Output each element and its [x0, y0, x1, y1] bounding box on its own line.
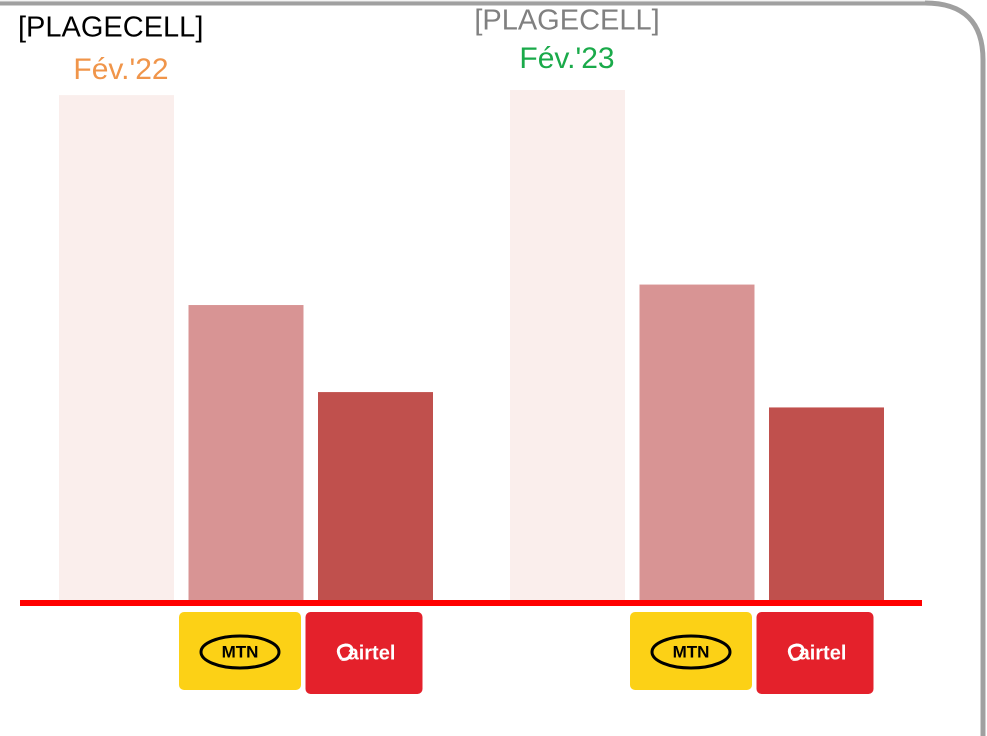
airtel-icon [336, 643, 354, 661]
mtn-logo [179, 612, 301, 690]
group-subtitle: Fév.'22 [73, 53, 168, 86]
x-tick-label: airtel [799, 642, 847, 664]
group-subtitle: Fév.'23 [519, 42, 614, 75]
x-tick-label: MTN [222, 642, 259, 661]
x-tick-label: airtel [348, 642, 396, 664]
x-tick-label: MTN [673, 642, 710, 661]
airtel-logo [756, 612, 874, 694]
bar [188, 305, 304, 602]
category-logo: MTN [179, 612, 301, 690]
airtel-icon [787, 643, 805, 661]
group-title: [PLAGECELL] [474, 5, 659, 37]
bar [510, 90, 625, 602]
baseline [20, 600, 922, 606]
group-title: [PLAGECELL] [18, 12, 203, 44]
bar [318, 392, 433, 602]
mtn-logo [630, 612, 752, 690]
category-logo: MTN [630, 612, 752, 690]
mtn-oval [650, 634, 732, 670]
category-logo: airtel [305, 612, 423, 694]
bar [639, 284, 755, 602]
bar [59, 95, 174, 603]
mtn-oval [199, 634, 281, 670]
bar [769, 407, 884, 602]
airtel-logo [305, 612, 423, 694]
category-logo: airtel [756, 612, 874, 694]
